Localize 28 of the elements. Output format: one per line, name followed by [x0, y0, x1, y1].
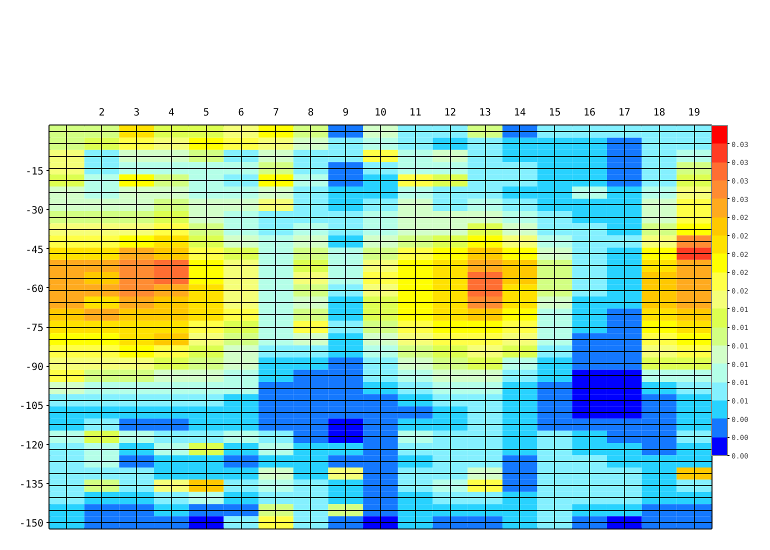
- x-tick-label: 8: [308, 108, 314, 118]
- x-tick-label: 12: [444, 108, 456, 118]
- x-tick-label: 9: [342, 108, 349, 118]
- x-tick-label: 3: [134, 108, 140, 118]
- x-tick-label: 14: [514, 108, 526, 118]
- y-tick-label: -150: [19, 518, 44, 530]
- x-tick-label: 6: [238, 108, 244, 118]
- x-tick-label: 10: [374, 108, 387, 118]
- x-tick-label: 19: [688, 108, 700, 118]
- x-tick-label: 16: [584, 108, 596, 118]
- x-tick-label: 11: [409, 108, 422, 118]
- y-tick-label: -135: [19, 479, 44, 490]
- y-tick-label: -60: [25, 284, 44, 295]
- y-tick-label: -105: [19, 401, 44, 412]
- x-tick-label: 13: [479, 108, 492, 118]
- y-tick-label: -120: [19, 440, 44, 452]
- x-tick-label: 17: [618, 108, 630, 118]
- x-tick-label: 7: [272, 108, 279, 118]
- y-tick-label: -45: [25, 244, 44, 256]
- x-tick-label: 15: [548, 108, 561, 118]
- y-tick-label: -75: [25, 323, 44, 334]
- x-tick-label: 2: [98, 108, 105, 118]
- y-tick-label: -15: [25, 166, 44, 178]
- y-tick-label: -90: [25, 362, 44, 374]
- x-tick-label: 5: [203, 108, 210, 118]
- y-tick-label: -30: [25, 206, 44, 217]
- x-tick-label: 4: [168, 108, 174, 118]
- x-tick-label: 18: [653, 108, 666, 118]
